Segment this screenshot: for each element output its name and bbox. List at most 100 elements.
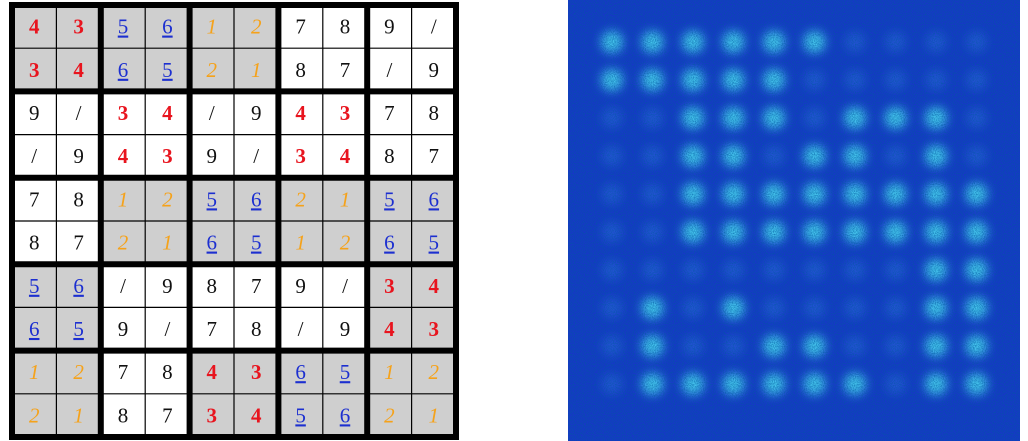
cell-digit: 1 [295,231,306,255]
cell-digit: 8 [207,274,218,298]
cell-digit: 8 [162,360,173,384]
cell-digit: 1 [429,403,440,427]
cell-digit: 6 [340,403,351,427]
cell-digit: 8 [295,58,306,82]
cell-digit: 3 [251,360,262,384]
cell-digit: 9 [118,317,129,341]
cell-digit: 3 [384,274,395,298]
cell-digit: 4 [340,144,351,168]
cell-digit: 7 [251,274,262,298]
cell-digit: 1 [118,187,129,211]
cell-digit: 2 [118,231,129,255]
cell-digit: 2 [340,231,351,255]
cell-digit: 5 [429,231,440,255]
cell-digit: 4 [384,317,395,341]
cell-digit: 1 [251,58,262,82]
cell-digit: 7 [29,187,40,211]
cell-digit: 2 [384,403,395,427]
cell-digit: 5 [207,187,218,211]
cell-digit: / [31,144,37,168]
cell-digit: 8 [73,187,84,211]
cell-digit: 9 [295,274,306,298]
cell-digit: 9 [162,274,173,298]
cell-digit: 1 [340,187,351,211]
cell-digit: 2 [162,187,173,211]
cell-digit: 9 [251,101,262,125]
cell-digit: 2 [251,15,262,39]
cell-digit: 5 [118,15,129,39]
cell-digit: 6 [118,58,129,82]
cell-digit: 9 [29,101,40,125]
cell-digit: 4 [429,274,440,298]
cell-digit: / [209,101,215,125]
cell-digit: 4 [162,101,173,125]
cell-digit: 3 [29,58,40,82]
cell-digit: 1 [29,360,40,384]
fluorescence-image [568,0,1020,441]
cell-digit: 3 [162,144,173,168]
cell-digit: 8 [384,144,395,168]
cell-digit: 9 [340,317,351,341]
cell-digit: 4 [73,58,84,82]
cell-digit: 8 [118,403,129,427]
cell-digit: 8 [340,15,351,39]
cell-digit: 7 [207,317,218,341]
cell-digit: 7 [295,15,306,39]
cell-digit: 6 [384,231,395,255]
cell-digit: 1 [207,15,218,39]
cell-digit: 9 [73,144,84,168]
cell-digit: 9 [429,58,440,82]
cell-digit: 3 [295,144,306,168]
image-noise [568,0,1020,441]
cell-digit: 1 [73,403,84,427]
cell-digit: 6 [429,187,440,211]
cell-digit: 3 [429,317,440,341]
cell-digit: 8 [251,317,262,341]
cell-digit: 3 [73,15,84,39]
cell-digit: / [298,317,304,341]
cell-digit: / [76,101,82,125]
cell-digit: 7 [73,231,84,255]
cell-digit: / [253,144,259,168]
cell-digit: 5 [29,274,40,298]
cell-digit: 7 [429,144,440,168]
cell-digit: 7 [384,101,395,125]
cell-digit: 2 [207,58,218,82]
cell-digit: 5 [251,231,262,255]
cell-digit: 4 [295,101,306,125]
cell-digit: 5 [73,317,84,341]
cell-digit: 5 [162,58,173,82]
cell-digit: 4 [29,15,40,39]
cell-digit: 6 [207,231,218,255]
cell-digit: / [120,274,126,298]
cell-digit: 3 [340,101,351,125]
cell-digit: 3 [207,403,218,427]
cell-digit: 8 [429,101,440,125]
cell-digit: 6 [295,360,306,384]
cell-digit: / [164,317,170,341]
cell-digit: 6 [73,274,84,298]
cell-digit: 4 [207,360,218,384]
cell-digit: 7 [118,360,129,384]
cell-digit: / [342,274,348,298]
cell-digit: 6 [29,317,40,341]
cell-digit: 1 [384,360,395,384]
cell-digit: 4 [251,403,262,427]
cell-digit: 9 [384,15,395,39]
cell-digit: 5 [295,403,306,427]
cell-digit: / [431,15,437,39]
cell-digit: 7 [340,58,351,82]
cell-digit: / [386,58,392,82]
cell-digit: 8 [29,231,40,255]
cell-digit: 3 [118,101,129,125]
cell-digit: 6 [162,15,173,39]
cell-digit: 9 [207,144,218,168]
cell-digit: 2 [429,360,440,384]
cell-digit: 5 [384,187,395,211]
cell-digit: 1 [162,231,173,255]
cell-digit: 5 [340,360,351,384]
cell-digit: 6 [251,187,262,211]
cell-digit: 2 [295,187,306,211]
